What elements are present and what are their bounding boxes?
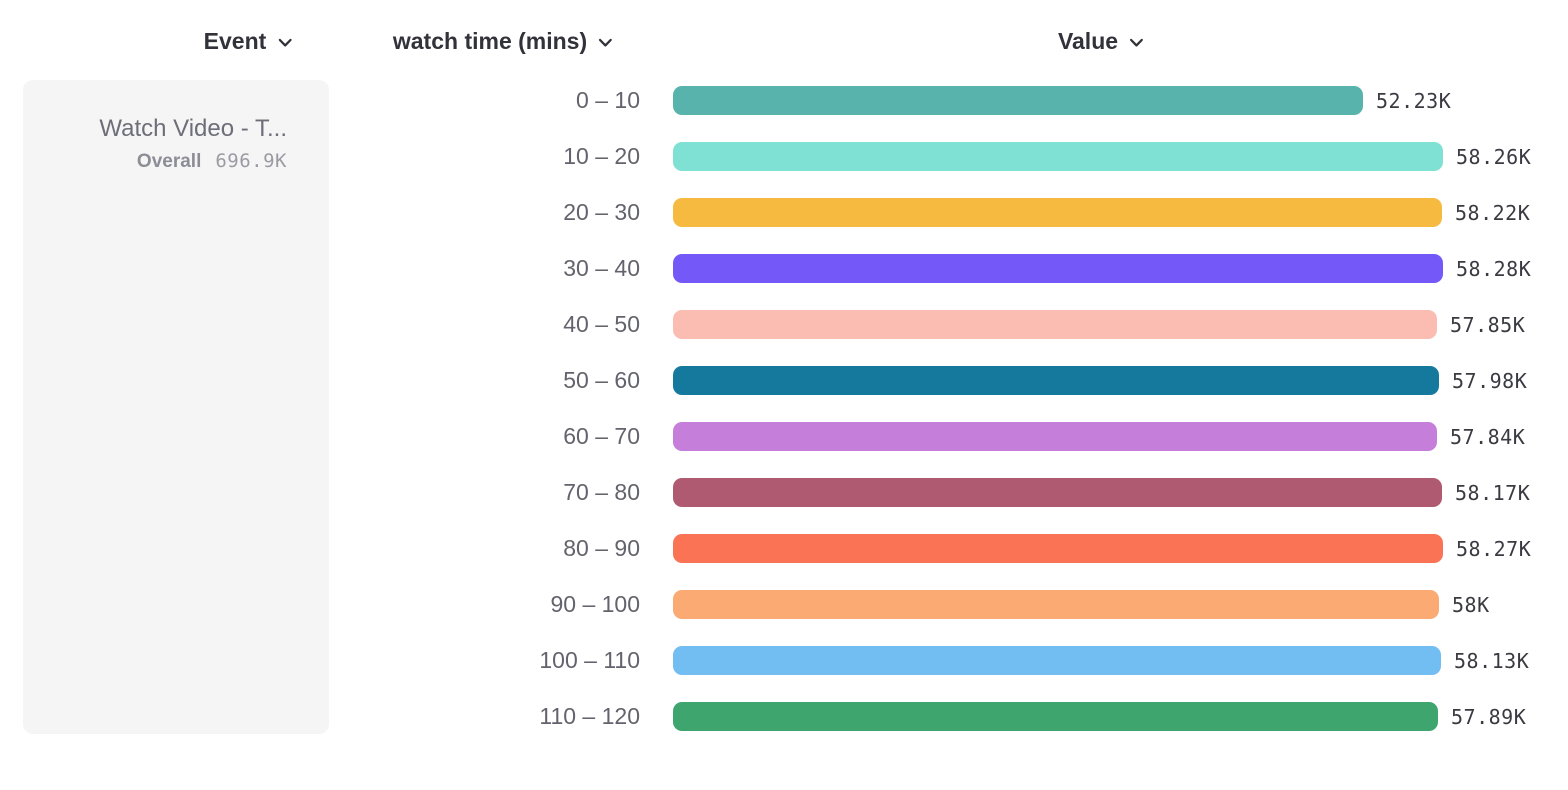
event-name: Watch Video - T... xyxy=(99,115,287,142)
bar[interactable] xyxy=(673,422,1437,451)
category-label: 110 – 120 xyxy=(539,703,640,729)
chevron-down-icon xyxy=(1129,35,1144,48)
bar[interactable] xyxy=(673,646,1441,675)
bar[interactable] xyxy=(673,86,1363,115)
overall-line: Overall 696.9K xyxy=(23,150,287,173)
value-label: 57.89K xyxy=(1451,705,1527,729)
value-label: 58.26K xyxy=(1456,145,1532,169)
value-label: 57.85K xyxy=(1450,313,1526,337)
column-header-value[interactable]: Value xyxy=(1058,28,1144,55)
category-label: 50 – 60 xyxy=(563,367,640,393)
bar[interactable] xyxy=(673,534,1443,563)
category-label: 10 – 20 xyxy=(563,143,640,169)
category-label: 90 – 100 xyxy=(550,591,640,617)
chevron-down-icon xyxy=(598,35,613,48)
overall-label: Overall xyxy=(136,151,202,172)
column-header-event[interactable]: Event xyxy=(204,28,293,55)
column-header-breakdown-label: watch time (mins) xyxy=(392,28,588,54)
column-header-event-label: Event xyxy=(203,28,267,54)
value-label: 58.27K xyxy=(1456,537,1532,561)
chevron-down-icon xyxy=(277,35,292,48)
bar[interactable] xyxy=(673,198,1442,227)
bar[interactable] xyxy=(673,478,1442,507)
bar[interactable] xyxy=(673,366,1439,395)
value-label: 58K xyxy=(1452,593,1490,617)
value-label: 58.13K xyxy=(1454,649,1530,673)
bar[interactable] xyxy=(673,702,1438,731)
category-label: 80 – 90 xyxy=(563,535,640,561)
value-label: 58.22K xyxy=(1455,201,1531,225)
value-label: 57.84K xyxy=(1450,425,1526,449)
category-label: 60 – 70 xyxy=(563,423,640,449)
bar[interactable] xyxy=(673,254,1443,283)
bar[interactable] xyxy=(673,590,1439,619)
category-label: 100 – 110 xyxy=(539,647,640,673)
overall-value: 696.9K xyxy=(215,150,287,172)
category-label: 70 – 80 xyxy=(563,479,640,505)
value-label: 58.17K xyxy=(1455,481,1531,505)
bar[interactable] xyxy=(673,310,1437,339)
category-label: 20 – 30 xyxy=(563,199,640,225)
category-label: 40 – 50 xyxy=(563,311,640,337)
category-label: 0 – 10 xyxy=(576,87,640,113)
value-label: 58.28K xyxy=(1456,257,1532,281)
category-label: 30 – 40 xyxy=(563,255,640,281)
legend-card[interactable]: Watch Video - T... Overall 696.9K xyxy=(23,80,329,734)
value-label: 57.98K xyxy=(1452,369,1528,393)
column-header-value-label: Value xyxy=(1057,28,1119,54)
column-header-breakdown[interactable]: watch time (mins) xyxy=(393,28,613,55)
bar[interactable] xyxy=(673,142,1443,171)
value-label: 52.23K xyxy=(1376,89,1452,113)
